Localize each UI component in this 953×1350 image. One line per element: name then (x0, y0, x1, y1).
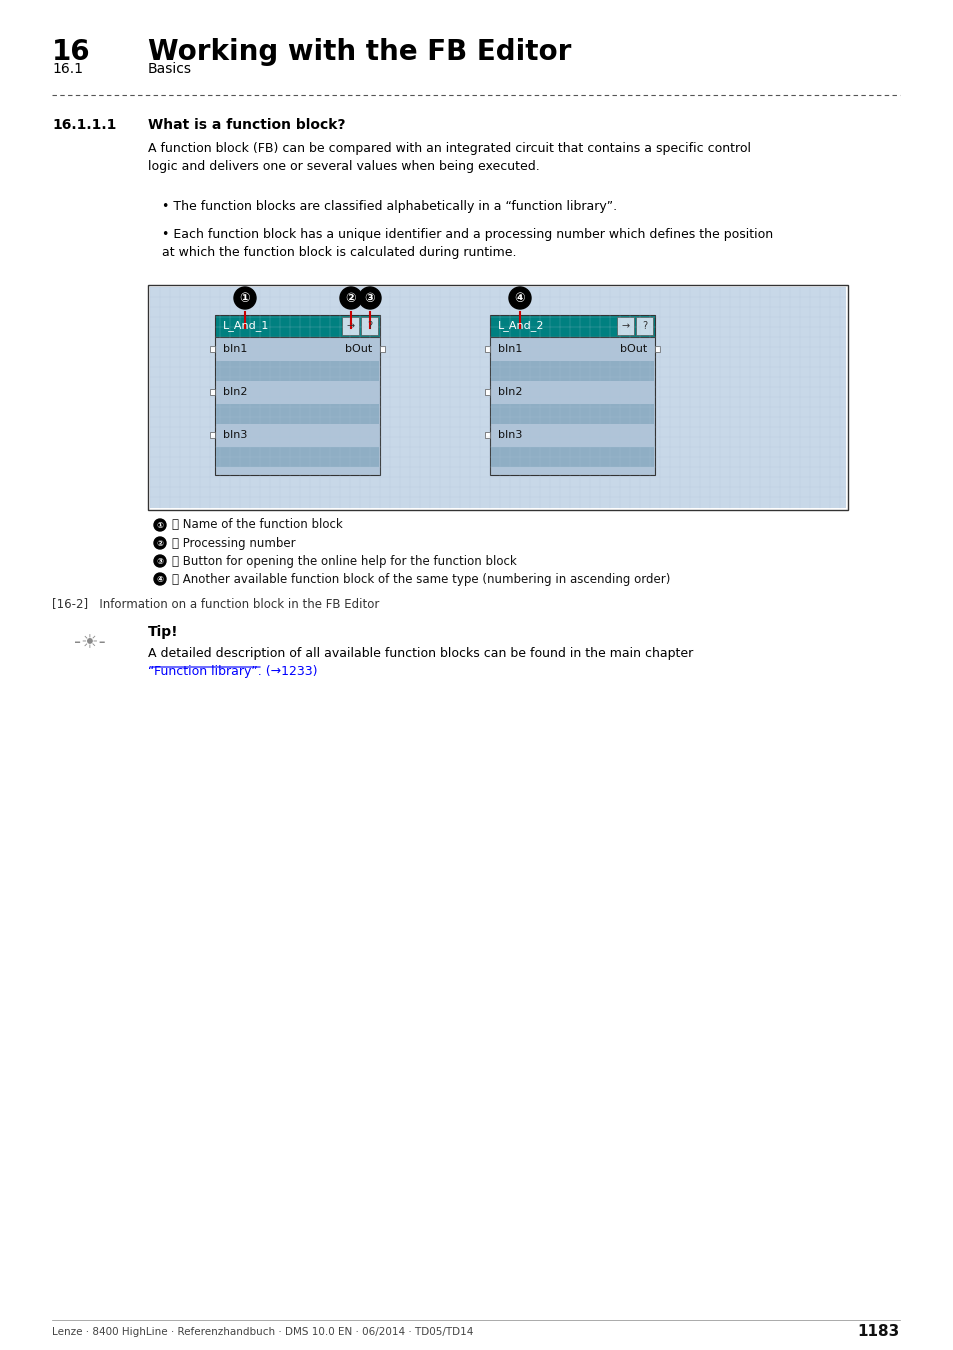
Bar (617, 317, 634, 335)
Circle shape (153, 518, 166, 531)
Circle shape (339, 288, 361, 309)
Text: L_And_1: L_And_1 (223, 320, 269, 332)
Text: ②: ② (156, 539, 163, 548)
Circle shape (509, 288, 531, 309)
Text: 1183: 1183 (857, 1324, 899, 1339)
Text: What is a function block?: What is a function block? (148, 117, 345, 132)
Text: bIn2: bIn2 (223, 387, 247, 397)
Bar (490, 338, 655, 475)
Bar (379, 346, 385, 352)
Text: Basics: Basics (148, 62, 192, 76)
Bar (214, 315, 379, 338)
Text: bIn3: bIn3 (497, 431, 522, 440)
Text: • The function blocks are classified alphabetically in a “function library”.: • The function blocks are classified alp… (162, 200, 617, 213)
Text: ④: ④ (156, 575, 163, 583)
Text: ก Name of the function block: ก Name of the function block (172, 518, 342, 532)
Text: ④: ④ (515, 292, 525, 305)
Bar (484, 432, 490, 437)
Text: bIn2: bIn2 (497, 387, 522, 397)
Text: ③: ③ (156, 556, 163, 566)
Text: ฃ Button for opening the online help for the function block: ฃ Button for opening the online help for… (172, 555, 517, 567)
Text: Tip!: Tip! (148, 625, 178, 639)
Bar (491, 447, 654, 467)
Bar (490, 315, 655, 338)
Bar (215, 447, 378, 467)
Bar (215, 360, 378, 381)
Text: Lenze · 8400 HighLine · Referenzhandbuch · DMS 10.0 EN · 06/2014 · TD05/TD14: Lenze · 8400 HighLine · Referenzhandbuch… (52, 1327, 473, 1336)
Text: -☀-: -☀- (74, 633, 106, 652)
Circle shape (153, 555, 166, 567)
Bar (210, 389, 214, 396)
Text: bOut: bOut (344, 344, 372, 354)
Bar (491, 360, 654, 381)
Text: ค Another available function block of the same type (numbering in ascending orde: ค Another available function block of th… (172, 572, 670, 586)
Bar (210, 432, 214, 437)
Circle shape (233, 288, 255, 309)
Bar (341, 317, 358, 335)
Text: ข Processing number: ข Processing number (172, 536, 295, 549)
Bar (360, 317, 377, 335)
Text: →: → (346, 321, 355, 331)
Circle shape (358, 288, 380, 309)
Text: bIn1: bIn1 (497, 344, 522, 354)
Text: ①: ① (239, 292, 250, 305)
Text: ?: ? (641, 321, 646, 331)
Text: A function block (FB) can be compared with an integrated circuit that contains a: A function block (FB) can be compared wi… (148, 142, 750, 173)
Bar (210, 346, 214, 352)
Bar (214, 338, 379, 475)
Bar (484, 389, 490, 396)
Bar (491, 404, 654, 424)
Text: bIn1: bIn1 (223, 344, 247, 354)
Text: ②: ② (345, 292, 355, 305)
Bar (636, 317, 652, 335)
Bar (215, 404, 378, 424)
Text: L_And_2: L_And_2 (497, 320, 544, 332)
Text: 16.1.1.1: 16.1.1.1 (52, 117, 116, 132)
Text: 16.1: 16.1 (52, 62, 83, 76)
Text: ③: ③ (364, 292, 375, 305)
Text: bOut: bOut (619, 344, 646, 354)
Bar (655, 346, 659, 352)
Text: →: → (620, 321, 629, 331)
Text: Working with the FB Editor: Working with the FB Editor (148, 38, 571, 66)
Text: ?: ? (367, 321, 372, 331)
Text: • Each function block has a unique identifier and a processing number which defi: • Each function block has a unique ident… (162, 228, 772, 259)
Text: 16: 16 (52, 38, 91, 66)
Text: bIn3: bIn3 (223, 431, 247, 440)
Circle shape (153, 572, 166, 585)
Text: “Function library”. (→1233): “Function library”. (→1233) (148, 666, 317, 678)
FancyBboxPatch shape (148, 285, 847, 510)
FancyBboxPatch shape (150, 288, 845, 508)
Text: A detailed description of all available function blocks can be found in the main: A detailed description of all available … (148, 647, 693, 660)
Bar (484, 346, 490, 352)
Text: [16-2]   Information on a function block in the FB Editor: [16-2] Information on a function block i… (52, 597, 379, 610)
Text: ①: ① (156, 521, 163, 529)
Circle shape (153, 537, 166, 549)
